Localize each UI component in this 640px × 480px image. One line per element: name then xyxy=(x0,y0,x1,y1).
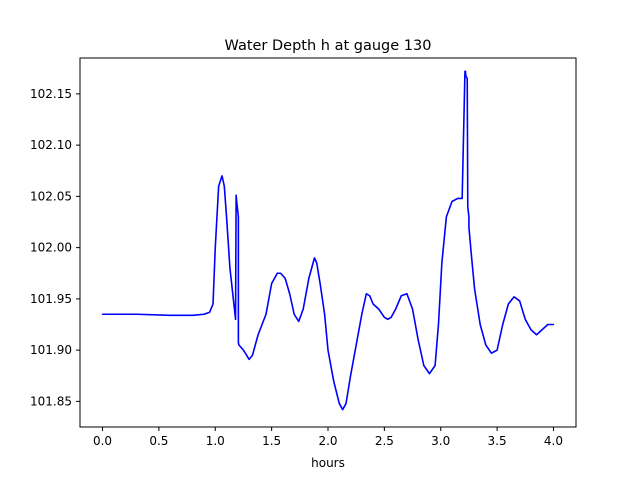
x-tick-label: 0.5 xyxy=(149,434,168,448)
x-tick-label: 3.5 xyxy=(488,434,507,448)
y-tick-label: 102.15 xyxy=(30,87,72,101)
x-axis-label: hours xyxy=(311,456,345,470)
axes-frame xyxy=(79,57,577,428)
x-tick-label: 3.0 xyxy=(431,434,450,448)
x-tick-label: 1.0 xyxy=(206,434,225,448)
y-tick-label: 102.10 xyxy=(30,138,72,152)
plot-area: 0.0 0.5 1.0 1.5 2.0 2.5 3.0 3.5 4.0 101.85 101.90 1… xyxy=(30,57,577,448)
x-tick-label: 0.0 xyxy=(93,434,112,448)
x-tick-label: 1.5 xyxy=(262,434,281,448)
y-tick-label: 102.05 xyxy=(30,189,72,203)
y-tick-label: 102.00 xyxy=(30,241,72,255)
y-tick-label: 101.95 xyxy=(30,292,72,306)
y-tick-label: 101.85 xyxy=(30,394,72,408)
y-tick-label: 101.90 xyxy=(30,343,72,357)
x-tick-label: 4.0 xyxy=(544,434,563,448)
x-tick-label: 2.5 xyxy=(375,434,394,448)
chart-title: Water Depth h at gauge 130 xyxy=(225,38,432,54)
x-tick-label: 2.0 xyxy=(318,434,337,448)
series-line-0 xyxy=(101,70,555,411)
